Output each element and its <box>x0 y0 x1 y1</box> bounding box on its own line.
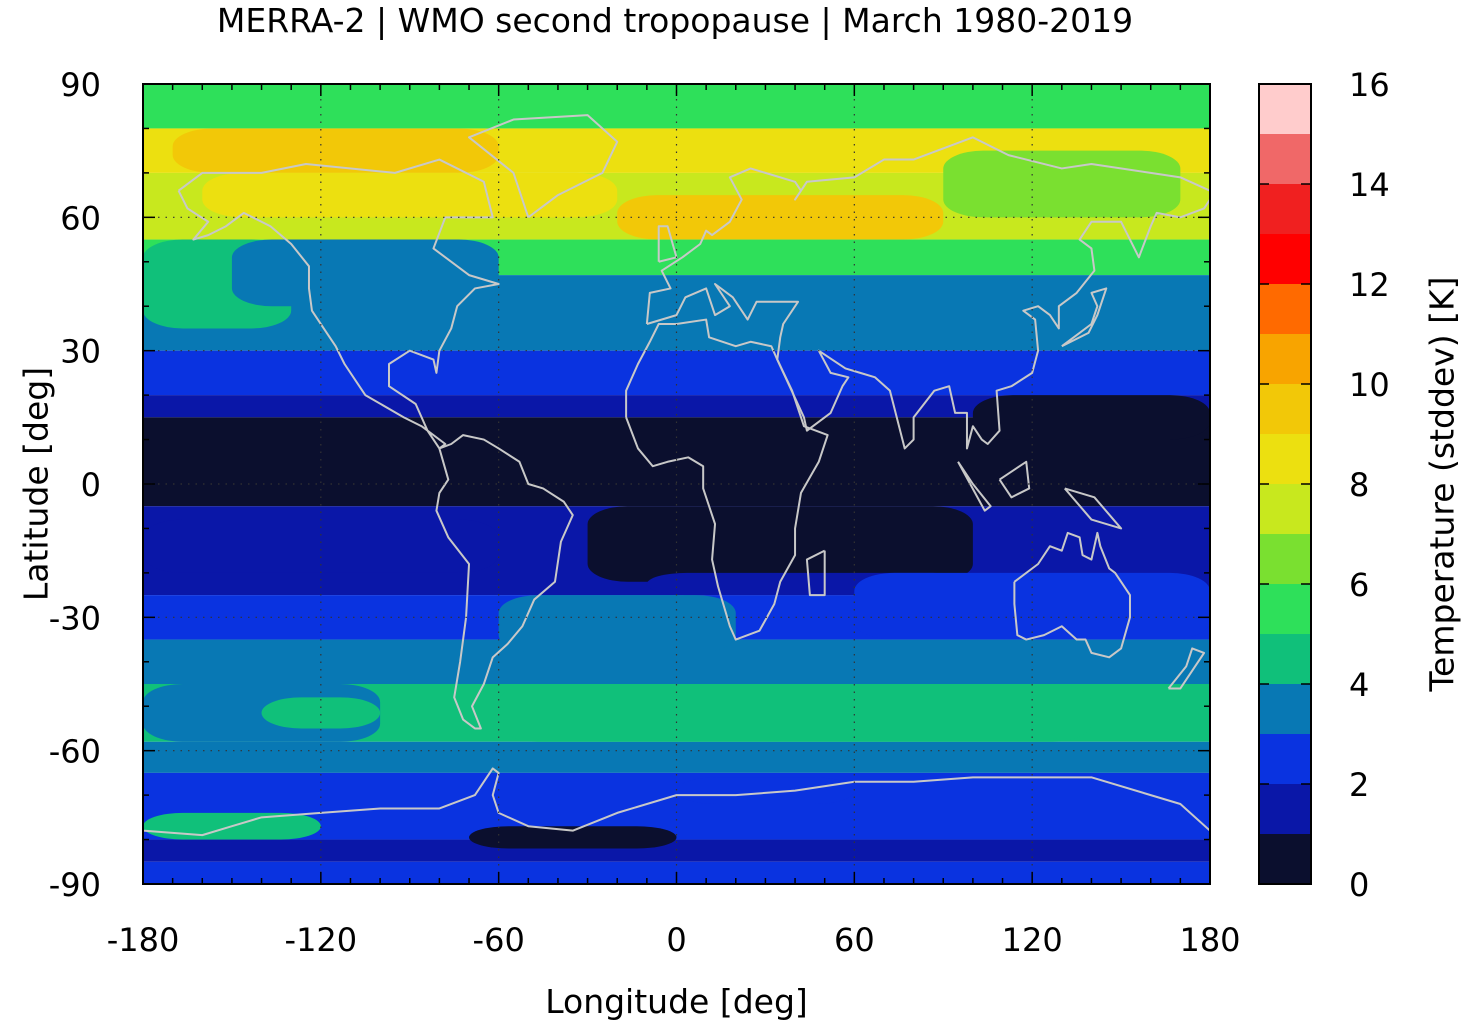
field-patch <box>469 826 677 849</box>
chart-title: MERRA-2 | WMO second tropopause | March … <box>216 1 1134 40</box>
colorbar-segment <box>1259 534 1311 584</box>
y-tick-label: 0 <box>81 466 101 504</box>
colorbar-segment <box>1259 134 1311 184</box>
colorbar-tick-label: 4 <box>1349 666 1369 704</box>
field-patch <box>854 572 1210 640</box>
field-patch <box>261 697 381 729</box>
y-tick-label: 90 <box>60 66 101 104</box>
colorbar-tick-label: 2 <box>1349 766 1369 804</box>
field-patch <box>617 195 944 240</box>
axis-ticks <box>142 83 1211 885</box>
y-tick-label: 30 <box>60 333 101 371</box>
field-patch <box>498 684 1092 742</box>
colorbar-segment <box>1259 284 1311 334</box>
coastline <box>1064 487 1123 530</box>
field-patch <box>172 128 499 173</box>
y-tick-label: -90 <box>49 866 101 904</box>
colorbar-tick-labels: 0 2 4 6 8 10 12 14 16 <box>1349 66 1390 904</box>
coastline <box>998 460 1031 499</box>
colorbar-tick-label: 16 <box>1349 66 1390 104</box>
x-tick-label: 180 <box>1179 921 1240 959</box>
coastline <box>468 114 619 219</box>
colorbar-segment <box>1259 84 1311 134</box>
colorbar-tick-label: 12 <box>1349 266 1390 304</box>
gridlines <box>143 84 1210 884</box>
field-patch <box>231 239 499 307</box>
field-patch <box>972 395 1210 440</box>
field-patch <box>498 595 736 653</box>
colorbar-tick-label: 6 <box>1349 566 1369 604</box>
zonal-band <box>143 839 1210 862</box>
coastline <box>1013 531 1131 659</box>
colorbar-segment <box>1259 684 1311 734</box>
colorbar-tick-label: 10 <box>1349 366 1390 404</box>
colorbar-segment <box>1259 634 1311 684</box>
colorbar-segment <box>1259 734 1311 784</box>
x-tick-label: 120 <box>1002 921 1063 959</box>
y-tick-label: -60 <box>49 733 101 771</box>
colorbar-segment <box>1259 334 1311 384</box>
x-tick-label: -180 <box>107 921 180 959</box>
x-tick-labels: -180 -120 -60 0 60 120 180 <box>107 921 1241 959</box>
colorbar-segment <box>1259 834 1311 884</box>
colorbar-tick-label: 0 <box>1349 866 1369 904</box>
x-tick-label: -60 <box>473 921 525 959</box>
coastline <box>1061 287 1108 348</box>
field-patch <box>143 519 499 573</box>
colorbar-tick-label: 8 <box>1349 466 1369 504</box>
coastline <box>1167 647 1206 690</box>
coastlines <box>143 114 1210 837</box>
zonal-band <box>143 350 1210 396</box>
field-patch <box>202 172 618 218</box>
coastline <box>957 461 992 512</box>
x-tick-label: 60 <box>834 921 875 959</box>
x-tick-label: -120 <box>285 921 358 959</box>
colorbar-segment <box>1259 384 1311 434</box>
coastline <box>143 767 1210 837</box>
x-axis-label: Longitude [deg] <box>545 982 808 1021</box>
colorbar-segment <box>1259 784 1311 834</box>
coastline <box>625 318 829 641</box>
x-tick-label: 0 <box>666 921 686 959</box>
zonal-band <box>143 772 1210 840</box>
coastline <box>645 136 1210 325</box>
colorbar-label: Temperature (stddev) [K] <box>1422 276 1462 692</box>
coastline <box>435 434 574 730</box>
coastline <box>177 158 500 450</box>
field-patch <box>676 777 855 804</box>
coastline <box>646 199 1210 450</box>
colorbar-tick-label: 14 <box>1349 166 1390 204</box>
field-patch <box>587 506 973 582</box>
colorbar <box>1258 83 1312 885</box>
colorbar-segment <box>1259 484 1311 534</box>
zonal-band <box>143 741 1210 773</box>
colorbar-segment <box>1259 184 1311 234</box>
colorbar-segment <box>1259 234 1311 284</box>
y-tick-label: -30 <box>49 599 101 637</box>
y-tick-labels: 90 60 30 0 -30 -60 -90 <box>49 66 101 904</box>
y-tick-label: 60 <box>60 199 101 237</box>
field-patch <box>943 150 1181 218</box>
colorbar-segment <box>1259 584 1311 634</box>
y-axis-label: Latitude [deg] <box>16 366 56 602</box>
coastline <box>657 225 678 263</box>
coastline <box>805 549 826 597</box>
colorbar-segment <box>1259 434 1311 484</box>
